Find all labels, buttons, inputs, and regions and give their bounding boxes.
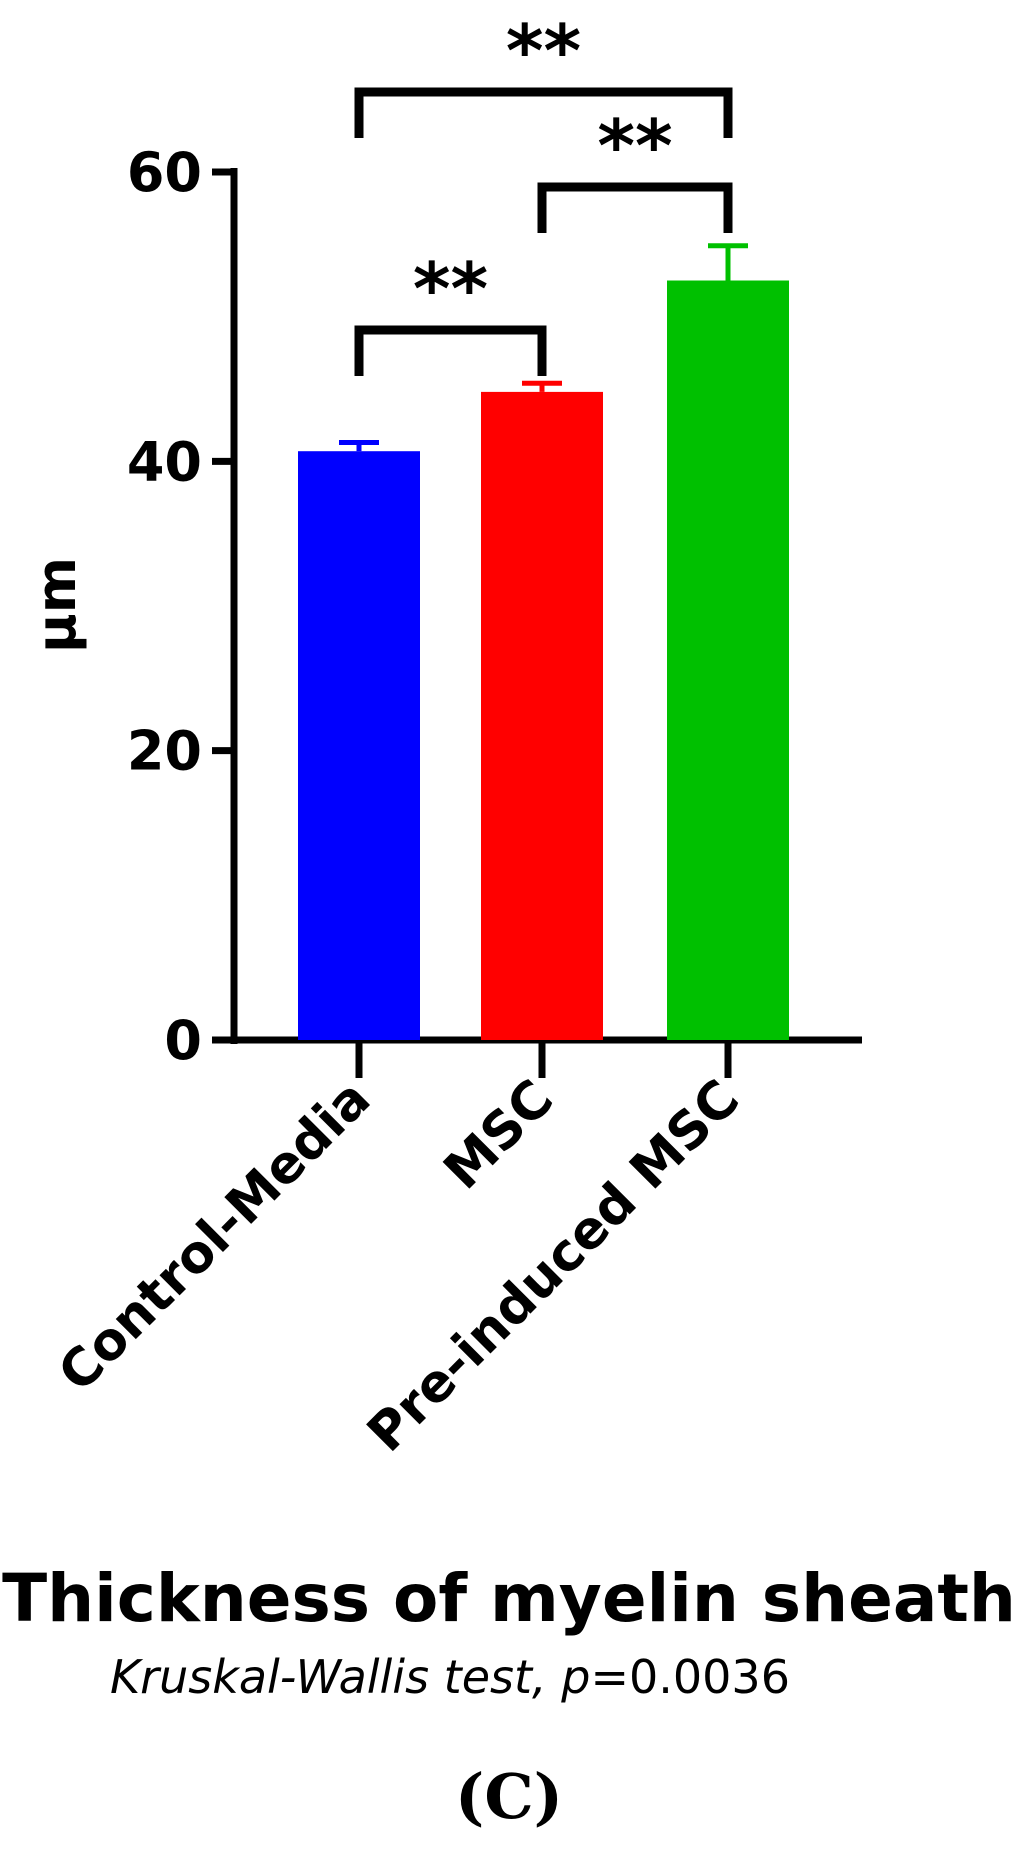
significance-bracket: [537, 182, 733, 233]
significance-stars: **: [597, 104, 672, 188]
bar: [481, 391, 603, 1041]
x-tick-label: MSC: [433, 1069, 565, 1201]
y-tick-label: 60: [127, 141, 202, 204]
bar: [667, 280, 789, 1040]
significance-bracket: [354, 87, 733, 138]
y-tick-label: 40: [127, 430, 202, 493]
panel-label: (C): [454, 1760, 563, 1833]
significance-bracket: [354, 325, 547, 376]
x-tick-label: Control-Media: [47, 1069, 382, 1404]
statistical-test-caption: Kruskal-Wallis test, p=0.0036: [110, 1650, 790, 1704]
y-tick-label: 0: [164, 1009, 202, 1072]
test-name: Kruskal-Wallis test,: [110, 1650, 547, 1704]
y-tick-label: 20: [127, 720, 202, 783]
significance-stars: **: [506, 9, 581, 93]
y-axis-label: μm: [25, 557, 88, 653]
chart-title: Thickness of myelin sheath: [2, 1560, 1016, 1637]
x-tick-label: Pre-induced MSC: [356, 1069, 751, 1464]
significance-stars: **: [413, 247, 488, 331]
bar: [298, 451, 420, 1040]
p-value: =0.0036: [590, 1650, 790, 1704]
p-symbol: p: [561, 1650, 591, 1704]
